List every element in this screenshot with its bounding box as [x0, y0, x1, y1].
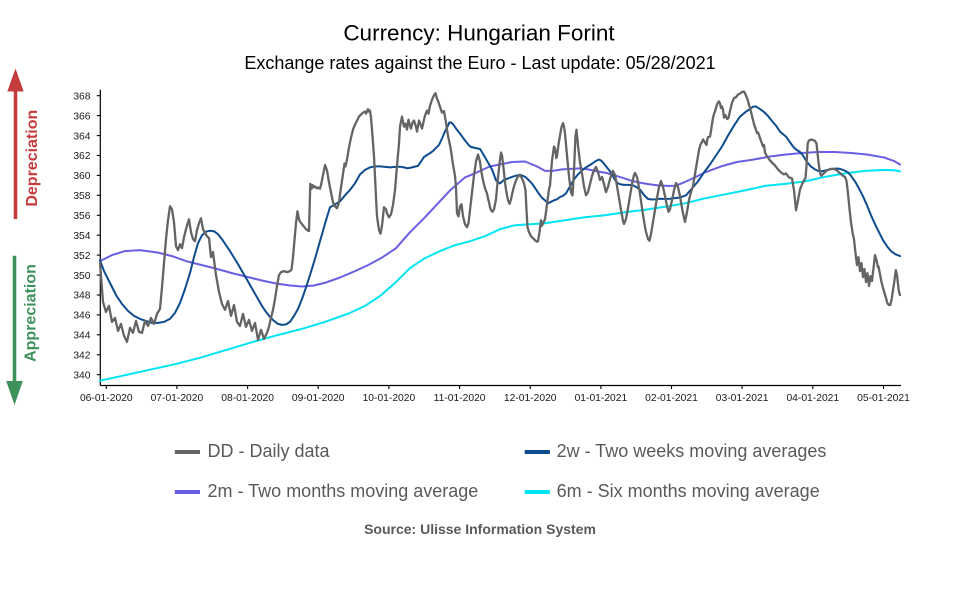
svg-text:348: 348 — [73, 291, 90, 302]
svg-text:04-01-2021: 04-01-2021 — [786, 393, 839, 404]
svg-text:354: 354 — [73, 231, 90, 242]
svg-text:08-01-2020: 08-01-2020 — [221, 393, 274, 404]
svg-text:05-01-2021: 05-01-2021 — [857, 393, 910, 404]
svg-text:Appreciation: Appreciation — [23, 264, 40, 362]
svg-text:6m - Six months moving average: 6m - Six months moving average — [557, 481, 820, 501]
svg-text:11-01-2020: 11-01-2020 — [434, 393, 486, 404]
svg-text:DD - Daily data: DD - Daily data — [208, 441, 331, 461]
svg-text:356: 356 — [73, 211, 90, 222]
svg-text:352: 352 — [73, 251, 90, 262]
svg-text:10-01-2020: 10-01-2020 — [363, 393, 416, 404]
svg-text:2w - Two weeks moving averages: 2w - Two weeks moving averages — [557, 441, 827, 461]
svg-text:344: 344 — [73, 331, 90, 342]
svg-text:Depreciation: Depreciation — [24, 110, 41, 207]
svg-text:358: 358 — [73, 191, 90, 202]
svg-text:350: 350 — [73, 271, 90, 282]
svg-text:Exchange rates against the Eur: Exchange rates against the Euro - Last u… — [244, 53, 715, 73]
svg-text:342: 342 — [73, 351, 90, 362]
svg-text:01-01-2021: 01-01-2021 — [575, 393, 628, 404]
svg-text:03-01-2021: 03-01-2021 — [716, 393, 769, 404]
svg-text:366: 366 — [73, 111, 90, 122]
svg-text:360: 360 — [73, 171, 90, 182]
svg-text:2m - Two months moving average: 2m - Two months moving average — [208, 481, 479, 501]
svg-text:346: 346 — [73, 311, 90, 322]
svg-text:340: 340 — [73, 370, 90, 381]
svg-text:364: 364 — [73, 131, 90, 142]
svg-text:02-01-2021: 02-01-2021 — [645, 393, 698, 404]
svg-text:Currency: Hungarian Forint: Currency: Hungarian Forint — [343, 21, 615, 46]
svg-text:Source: Ulisse Information Sys: Source: Ulisse Information System — [364, 521, 596, 537]
svg-text:368: 368 — [73, 91, 90, 102]
svg-text:12-01-2020: 12-01-2020 — [504, 393, 557, 404]
svg-text:07-01-2020: 07-01-2020 — [151, 393, 204, 404]
svg-text:06-01-2020: 06-01-2020 — [80, 393, 133, 404]
svg-text:362: 362 — [73, 151, 90, 162]
svg-text:09-01-2020: 09-01-2020 — [292, 393, 345, 404]
